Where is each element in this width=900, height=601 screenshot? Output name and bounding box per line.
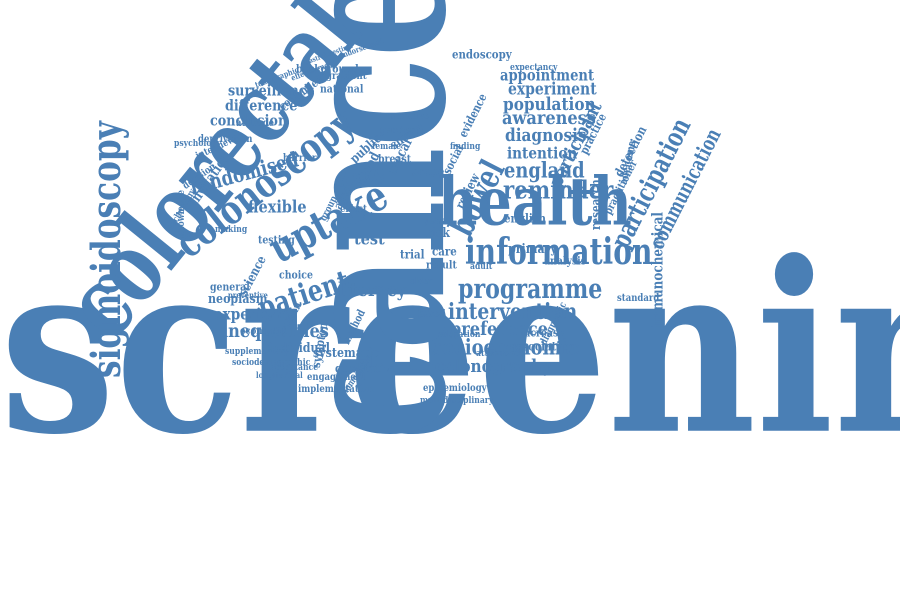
word-older: older [410,276,433,287]
word-health: health [438,162,632,241]
word-neoplasm: neoplasm [208,291,268,307]
word-gradient: gradient [326,71,367,83]
word-choice: choice [279,268,313,282]
word-systematic: systematic [313,345,379,361]
word-sigmoidoscopy: sigmoidoscopy [82,121,130,379]
word-epidemiology: epidemiology [423,383,487,395]
word-english: english [504,211,546,226]
word-longitudinal: longitudinal [256,369,303,380]
word-research: research [588,179,604,230]
word-difference: difference [225,96,298,115]
word-experience: experience [214,304,297,324]
word-barrier: barrier [283,153,317,165]
word-conclusion: conclusion [210,111,288,130]
word-year: year [424,216,445,228]
word-experiment: experiment [508,79,597,100]
word-effect: effect [340,204,367,216]
word-primary: primary [508,241,557,257]
word-based: based [418,309,446,321]
word-psychology: psychology [174,138,222,149]
word-attendance: attendance [476,348,524,359]
word-narrative: narrative [386,111,430,123]
word-result: result [426,258,457,272]
word-engagement: engagement [307,372,366,384]
word-supplementary: supplementary [225,346,289,357]
word-deprivation: deprivation [198,134,253,146]
word-preventive: preventive [228,289,268,300]
word-socioeconomic: socioeconomic [432,334,580,360]
word-multidisciplinary: multidisciplinary [420,395,494,406]
word-test: test [354,229,385,250]
word-acceptance: acceptance [270,362,319,373]
word-implementation: implementation [298,384,374,396]
word-female: female [372,141,401,152]
word-scope: scope [412,164,445,179]
word-england: england [504,157,585,183]
word-awareness: awareness [502,107,596,130]
word-reminder: reminder [503,175,614,205]
word-immunochemical: immunochemical [648,212,667,328]
word-qualitative: qualitative [335,361,397,376]
word-preference: preference [450,318,548,341]
word-association: association [510,339,575,354]
word-finding: finding [450,141,481,152]
word-making: making [215,224,248,235]
word-education: education [438,329,481,340]
word-endoscopy: endoscopy [452,47,512,62]
word-economic: economic [240,326,286,338]
word-adult: adult [470,261,493,272]
word-sociodemographic: sociodemographic [232,357,311,368]
word-gender: gender [378,123,415,137]
word-risk: risk [426,225,450,241]
word-expectancy: expectancy [510,62,558,73]
word-testing: testing [258,233,295,247]
word-diagnosis: diagnosis [505,124,587,146]
word-population: population [503,93,596,115]
word-background: background [296,62,359,76]
word-programme: programme [458,273,603,305]
word-national: national [320,82,364,96]
word-intervention: intervention [448,298,578,325]
word-individual: individual [268,340,330,356]
word-surveillance: surveillance [228,81,315,100]
word-information: information [465,230,653,273]
word-appointment: appointment [500,65,595,85]
word-general: general [210,280,250,294]
word-screening: screening [0,210,900,487]
word-increase: increase [520,326,565,340]
word-flexible: flexible [248,197,307,218]
word-trial: trial [400,247,425,262]
word-standard: standard [617,293,660,305]
word-colonography: colonography [435,355,552,377]
word-breast: breast [378,152,412,166]
word-attitude: attitude [236,118,275,130]
word-intention: intention [507,143,578,163]
word-inequalities: inequalities [222,320,329,343]
word-analysis: analysis [544,254,586,268]
word-literacy: literacy [338,279,407,302]
word-care: care [432,244,457,259]
